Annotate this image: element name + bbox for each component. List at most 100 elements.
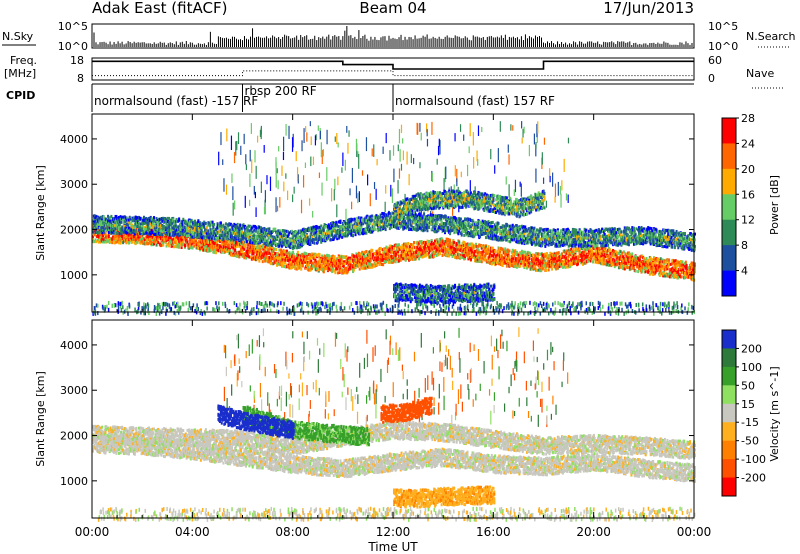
echo-cell (222, 159, 223, 165)
echo-cell (330, 303, 332, 307)
echo-cell (401, 164, 402, 171)
echo-cell (306, 132, 307, 141)
echo-cell (577, 302, 579, 306)
echo-cell (542, 152, 543, 164)
echo-cell (418, 257, 420, 260)
echo-cell (681, 303, 683, 307)
echo-cell (315, 135, 316, 145)
echo-cell (544, 138, 545, 145)
echo-cell (494, 250, 496, 253)
echo-cell (311, 136, 312, 145)
echo-cell (247, 301, 249, 305)
echo-cell (476, 150, 477, 161)
echo-cell (452, 206, 453, 216)
echo-cell (602, 305, 604, 309)
echo-cell (555, 197, 556, 203)
echo-cell (275, 157, 276, 167)
echo-cell (508, 306, 510, 310)
echo-cell (485, 306, 487, 310)
echo-cell (379, 251, 381, 254)
echo-cell (246, 164, 247, 170)
echo-cell (508, 145, 509, 153)
echo-cell (468, 252, 470, 255)
echo-cell (392, 188, 393, 203)
echo-cell (552, 311, 554, 315)
echo-cell (651, 306, 653, 310)
echo-cell (610, 302, 612, 306)
echo-cell (162, 302, 164, 306)
echo-cell (250, 150, 251, 162)
echo-cell (127, 306, 129, 310)
echo-cell (535, 169, 536, 183)
echo-cell (569, 306, 571, 310)
echo-cell (592, 302, 594, 306)
echo-cell (623, 312, 625, 316)
echo-cell (574, 306, 576, 310)
echo-cell (432, 173, 433, 182)
echo-cell (356, 139, 357, 151)
echo-cell (189, 301, 191, 305)
echo-cell (427, 307, 429, 311)
echo-cell (367, 174, 368, 185)
echo-cell (256, 301, 258, 305)
echo-cell (543, 302, 545, 306)
echo-cell (350, 260, 352, 263)
echo-cell (416, 305, 418, 309)
echo-cell (664, 303, 666, 307)
echo-cell (338, 142, 339, 147)
echo-cell (390, 185, 391, 197)
echo-cell (457, 307, 459, 311)
echo-cell (257, 136, 258, 143)
echo-cell (534, 134, 535, 145)
echo-cell (231, 136, 232, 150)
echo-cell (502, 309, 504, 313)
echo-cell (461, 172, 462, 178)
echo-cell (581, 301, 583, 305)
echo-cell (589, 302, 591, 306)
echo-cell (373, 144, 374, 157)
echo-cell (532, 253, 534, 256)
echo-cell (628, 309, 630, 313)
echo-cell (313, 157, 314, 165)
echo-cell (374, 182, 375, 189)
echo-cell (170, 307, 172, 311)
echo-cell (218, 301, 220, 305)
echo-cell (403, 151, 404, 161)
echo-cell (454, 184, 455, 189)
echo-cell (286, 307, 288, 311)
echo-cell (684, 306, 686, 310)
echo-cell (321, 142, 322, 157)
echo-cell (673, 302, 675, 306)
echo-cell (499, 303, 501, 307)
echo-cell (225, 304, 227, 308)
date-title: 17/Jun/2013 (603, 0, 694, 17)
echo-cell (518, 303, 520, 307)
echo-cell (536, 303, 538, 307)
echo-cell (461, 307, 463, 311)
echo-cell (376, 304, 378, 308)
echo-cell (385, 185, 386, 193)
echo-cell (317, 304, 319, 308)
echo-cell (319, 172, 320, 178)
echo-cell (437, 159, 438, 165)
echo-cell (491, 304, 493, 308)
beam-title: Beam 04 (359, 0, 426, 17)
echo-cell (375, 304, 377, 308)
echo-cell (118, 301, 120, 305)
echo-cell (356, 186, 357, 199)
echo-cell (455, 312, 457, 316)
echo-cell (551, 268, 553, 271)
echo-cell (239, 303, 241, 307)
echo-cell (465, 311, 467, 315)
echo-cell (592, 260, 594, 263)
echo-cell (520, 301, 522, 305)
echo-cell (244, 302, 246, 306)
echo-cell (555, 184, 556, 198)
echo-cell (459, 307, 461, 311)
echo-cell (318, 125, 319, 130)
echo-cell (564, 159, 565, 172)
echo-cell (370, 307, 372, 311)
echo-cell (172, 302, 174, 306)
echo-cell (380, 303, 382, 307)
echo-cell (560, 194, 561, 208)
